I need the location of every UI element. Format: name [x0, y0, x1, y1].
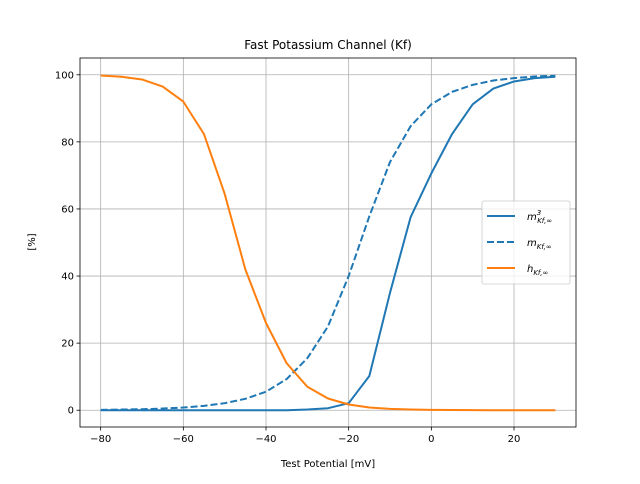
tick-layer: −80 −60 −40 −20 0 20 0 20 40 60 80 100 [55, 70, 520, 445]
plot-frame [79, 57, 577, 428]
series-line-h-kf-inf [100, 74, 556, 412]
y-tick-label: 20 [61, 339, 74, 350]
legend-label: mKf,∞ [527, 238, 552, 251]
legend: m3 Kf,∞ mKf,∞ hKf,∞ [481, 200, 571, 285]
series-line-m3-kf-inf [100, 75, 556, 412]
x-tick-label: −80 [90, 434, 111, 445]
chart-title: Fast Potassium Channel (Kf) [244, 38, 412, 52]
legend-label: m3 Kf,∞ [527, 209, 552, 225]
y-tick-label: 60 [61, 204, 74, 215]
x-tick-label: −20 [338, 434, 359, 445]
x-tick-label: −40 [255, 434, 276, 445]
x-tick-label: −60 [173, 434, 194, 445]
legend-label: hKf,∞ [527, 264, 548, 277]
y-tick-label: 0 [68, 406, 74, 417]
y-axis-label: [%] [27, 233, 38, 250]
y-tick-label: 80 [61, 137, 74, 148]
x-tick-label: 0 [428, 434, 434, 445]
y-tick-label: 100 [55, 70, 74, 81]
series-layer [100, 74, 556, 412]
legend-box [481, 200, 571, 285]
x-tick-label: 20 [508, 434, 521, 445]
y-tick-label: 40 [61, 272, 74, 283]
x-axis-label: Test Potential [mV] [280, 459, 375, 470]
series-line-m-kf-inf [100, 74, 556, 411]
